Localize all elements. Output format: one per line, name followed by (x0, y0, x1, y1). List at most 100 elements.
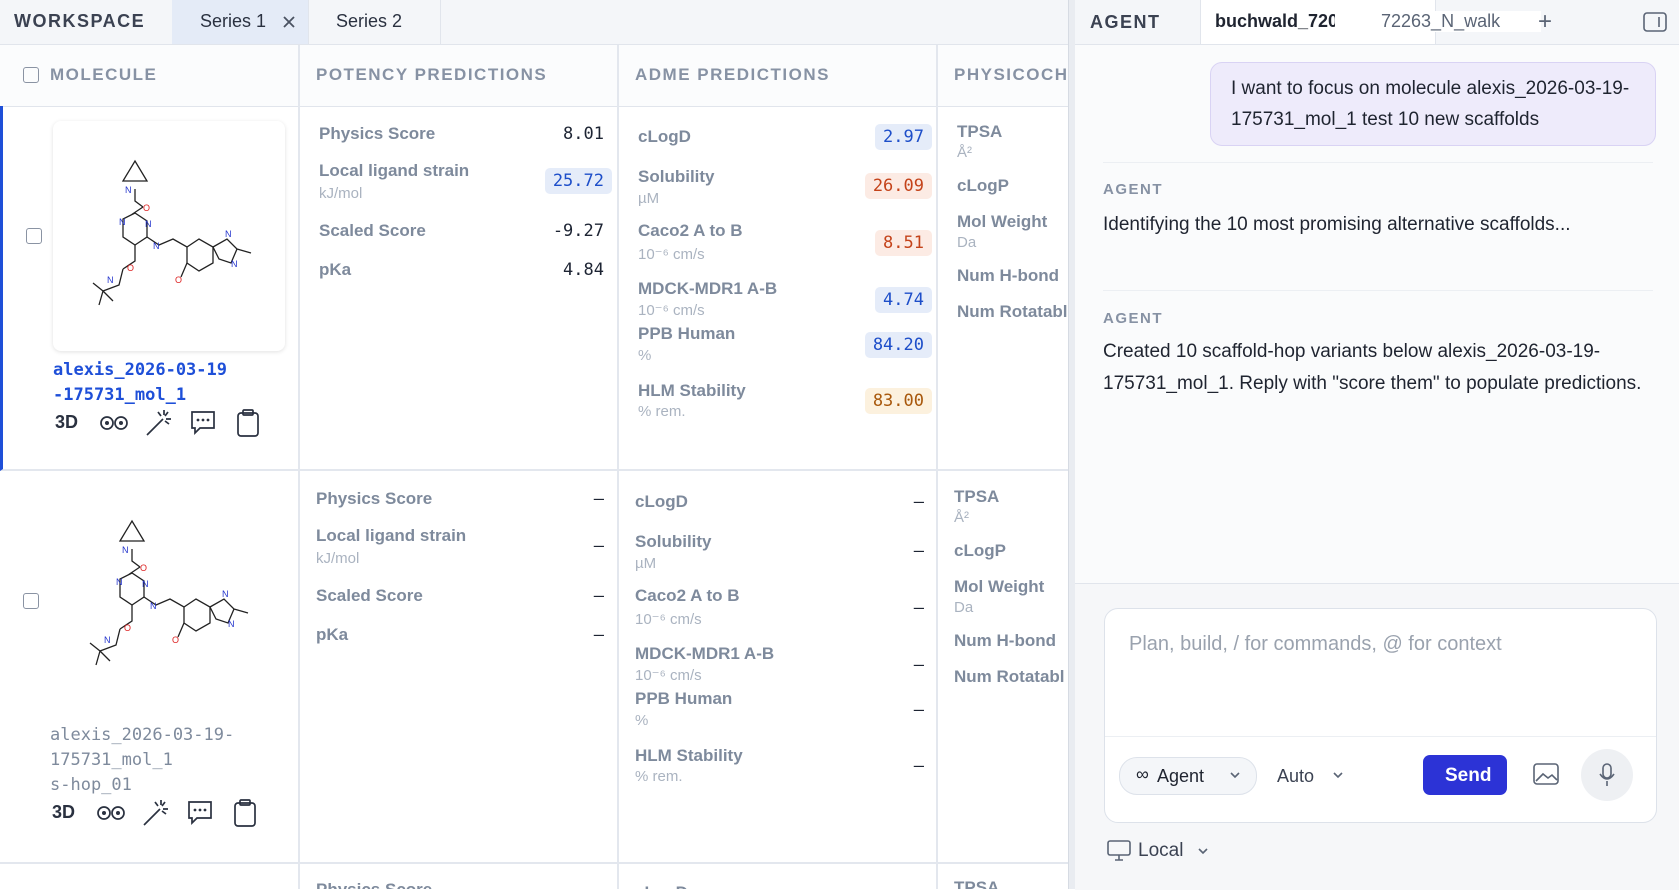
svg-text:N: N (122, 545, 129, 555)
top-bar: WORKSPACE Series 1 Series 2 (0, 0, 1068, 45)
send-label[interactable]: Send (1445, 765, 1492, 786)
model-label[interactable]: Auto (1277, 766, 1315, 786)
svg-text:O: O (127, 263, 134, 273)
column-title: POTENCY PREDICTIONS (316, 65, 548, 84)
new-tab-button[interactable]: + (1538, 8, 1553, 35)
column-title: PHYSICOCH (954, 65, 1068, 84)
agent-tab-label[interactable]: 72263_N_walk (1375, 11, 1541, 32)
metric-unit: 10⁻⁶ cm/s (635, 667, 702, 684)
agent-header: AGENT (1090, 12, 1161, 32)
metric-value: 2.97 (875, 124, 932, 150)
svg-text:N: N (142, 579, 149, 589)
svg-text:N: N (225, 229, 232, 239)
molecule-name[interactable]: s-hop_01 (50, 775, 132, 795)
metric-label: Physics Score (319, 124, 436, 143)
molecule-name[interactable]: -175731_mol_1 (53, 385, 187, 405)
clipboard-icon (237, 409, 259, 437)
workspace-tab[interactable]: Series 1 (172, 0, 309, 44)
metric-label: cLogD (635, 882, 688, 889)
metric-unit: kJ/mol (319, 185, 363, 202)
metric-value: 8.01 (563, 124, 604, 144)
metric-value: – (593, 536, 604, 556)
metric-label: pKa (316, 625, 349, 644)
metric-unit: 10⁻⁶ cm/s (638, 246, 705, 263)
metric-value: – (913, 598, 924, 618)
tab-label[interactable]: Series 2 (336, 11, 403, 31)
environment-label[interactable]: Local (1138, 840, 1184, 861)
metric-value: – (913, 700, 924, 720)
molecule-name[interactable]: alexis_2026-03-19 (53, 360, 227, 380)
metric-value: – (913, 492, 924, 512)
molecule-name[interactable]: alexis_2026-03-19- (50, 725, 235, 745)
metric-label: Solubility (638, 167, 715, 186)
agent-tab-label[interactable]: buchwald_7204 (1215, 11, 1335, 31)
metric-value: 8.51 (875, 230, 932, 256)
metric-label: Scaled Score (316, 586, 423, 605)
user-message-text: I want to focus on molecule alexis_2026-… (1231, 78, 1630, 130)
input-placeholder[interactable]: Plan, build, / for commands, @ for conte… (1129, 633, 1502, 655)
checkbox[interactable] (23, 593, 39, 609)
metric-unit: kJ/mol (316, 550, 360, 567)
view-3d-button[interactable]: 3D (52, 802, 76, 822)
molecule-row[interactable]: Physics Score cLogD TPSA (0, 862, 1068, 889)
metric-label: Local ligand strain (319, 161, 470, 180)
molecule-structure: O O O N N N N N N N (89, 519, 249, 666)
metric-label: HLM Stability (635, 746, 743, 765)
tab-label[interactable]: Series 1 (200, 11, 267, 31)
metric-unit: 10⁻⁶ cm/s (635, 611, 702, 628)
metric-label: Num H-bond (954, 631, 1056, 650)
composer[interactable]: Plan, build, / for commands, @ for conte… (1104, 608, 1657, 823)
workspace-tab[interactable]: Series 2 (308, 0, 441, 44)
divider (1103, 162, 1653, 163)
molecule-name[interactable]: 175731_mol_1 (50, 750, 173, 770)
compare-icon (97, 806, 125, 820)
metric-label: cLogP (957, 176, 1009, 195)
image-icon[interactable] (1533, 763, 1559, 785)
metric-unit: % rem. (638, 403, 686, 420)
checkbox[interactable] (26, 228, 42, 244)
view-3d-button[interactable]: 3D (55, 412, 79, 432)
message-author: AGENT (1103, 310, 1163, 327)
comment-icon (191, 411, 215, 436)
send-button[interactable] (1423, 755, 1507, 795)
metric-value: – (593, 625, 604, 645)
svg-text:O: O (140, 563, 147, 573)
metric-value: – (913, 655, 924, 675)
molecule-structure: O O O N N N N N N N (92, 159, 252, 306)
panel-toggle-icon[interactable] (1643, 12, 1667, 32)
molecule-card: O O O N N N N N N N (50, 481, 282, 711)
message-author: AGENT (1103, 181, 1163, 198)
metric-label: Num Rotatabl (954, 667, 1065, 686)
metric-label: Mol Weight (957, 212, 1048, 231)
metric-label: Physics Score (316, 489, 433, 508)
metric-unit: µM (635, 555, 657, 572)
mode-label[interactable]: Agent (1157, 766, 1205, 786)
svg-text:N: N (231, 259, 238, 269)
mic-button[interactable] (1581, 749, 1633, 801)
input-divider (1105, 736, 1656, 737)
metric-value: 4.84 (563, 260, 604, 280)
mode-selector[interactable]: ∞ Agent (1119, 757, 1257, 795)
metric-value: – (593, 586, 604, 606)
metric-label: TPSA (954, 487, 1000, 506)
metric-unit: Da (954, 599, 974, 616)
metric-value: 26.09 (864, 173, 932, 199)
metric-value: – (913, 756, 924, 776)
checkbox[interactable] (23, 67, 39, 83)
mode-icon: ∞ (1136, 764, 1149, 784)
agent-top-bar: AGENT buchwald_7204 72263_N_walk + (1075, 0, 1679, 45)
metric-label: pKa (319, 260, 352, 279)
column-title: ADME PREDICTIONS (635, 65, 830, 84)
svg-text:O: O (172, 635, 179, 645)
metric-unit: % rem. (635, 768, 683, 785)
mic-icon (1599, 763, 1615, 786)
column-divider (298, 45, 300, 889)
divider (1103, 290, 1653, 291)
column-divider (936, 45, 938, 889)
metric-value: 25.72 (544, 168, 612, 194)
metric-label: Num Rotatabl (957, 302, 1068, 321)
metric-label: Local ligand strain (316, 526, 467, 545)
metric-unit: Å² (954, 509, 969, 526)
